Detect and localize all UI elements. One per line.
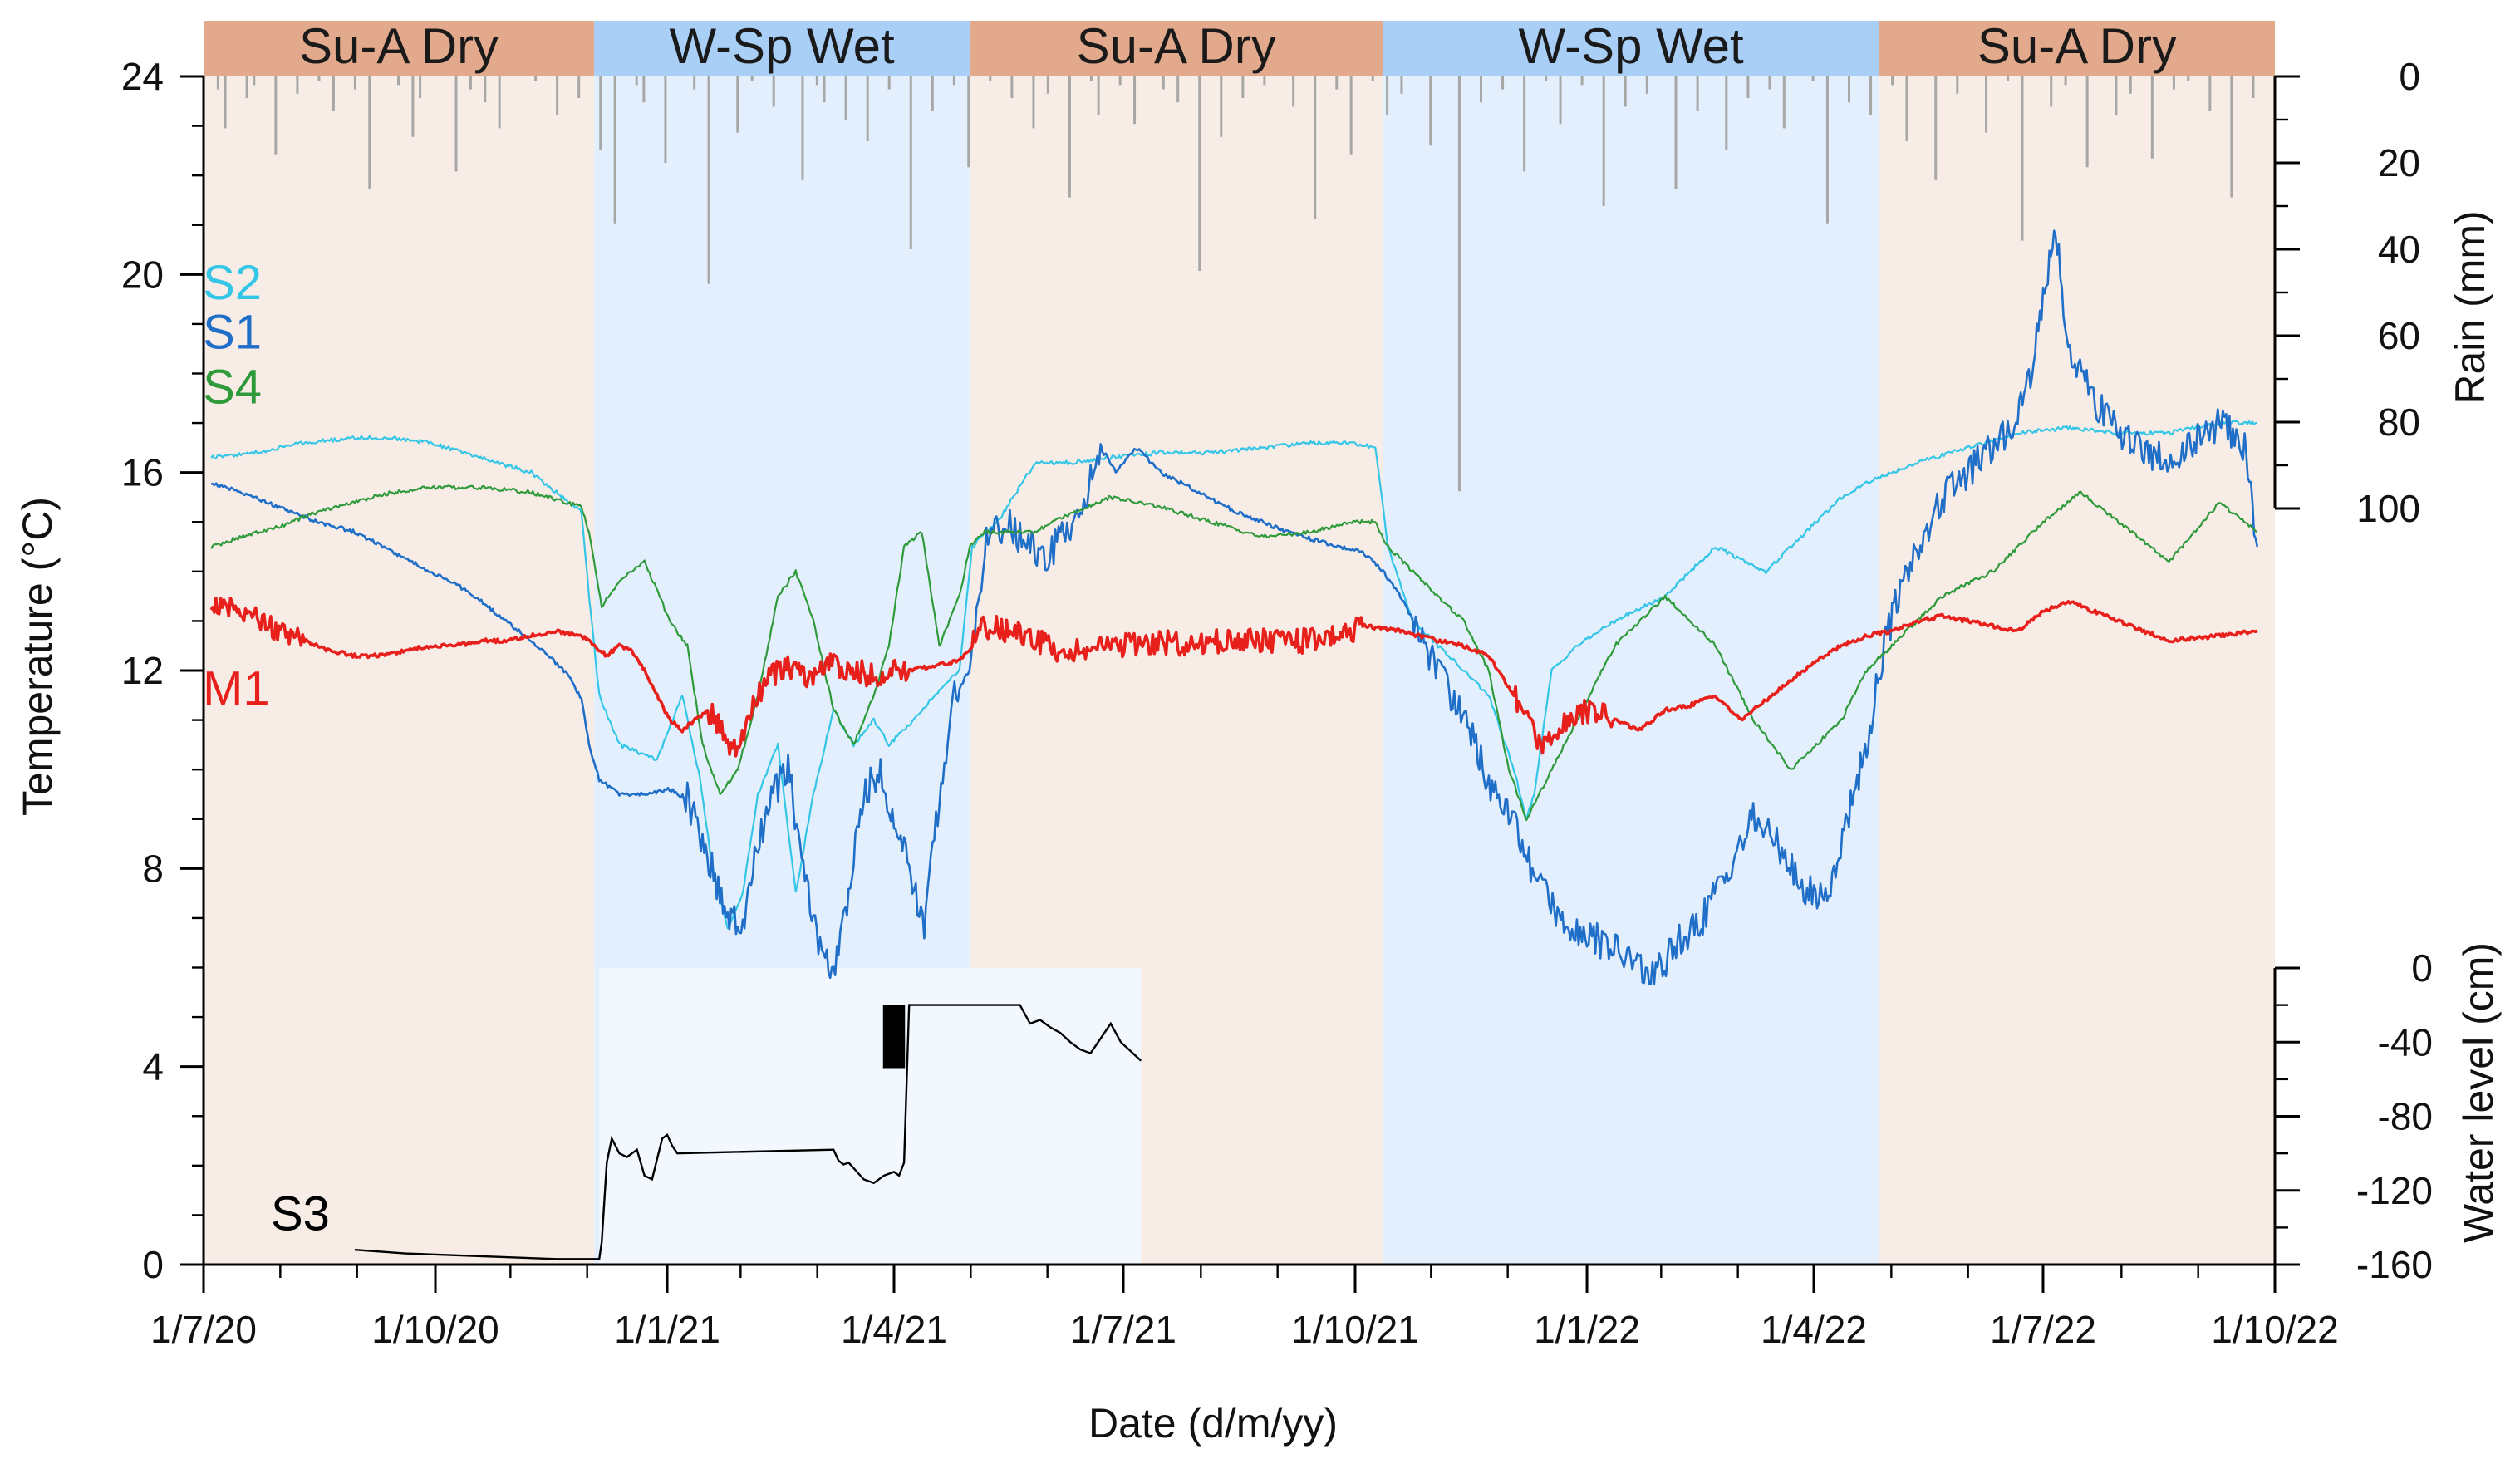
y-tick-label: 20 xyxy=(121,253,164,296)
season-header-0 xyxy=(204,21,595,76)
season-bands xyxy=(204,76,2275,1265)
rain-tick-label: 100 xyxy=(2356,487,2420,530)
rain-tick-label: 20 xyxy=(2378,141,2420,184)
x-tick-label: 1/7/22 xyxy=(1990,1308,2096,1351)
water-level-line xyxy=(354,1004,1142,1260)
series-line-s1 xyxy=(211,229,2259,985)
season-header: Su-A Dry W-Sp Wet Su-A Dry W-Sp Wet Su-A Dry xyxy=(204,18,2275,76)
rain-tick-label: 80 xyxy=(2378,400,2420,444)
x-tick-label: 1/10/20 xyxy=(371,1308,499,1351)
season-label-2: Su-A Dry xyxy=(1077,18,1276,74)
y-axis-title: Temperature (°C) xyxy=(14,497,61,816)
water-level-area xyxy=(599,968,1142,1265)
rain-tick-label: 60 xyxy=(2378,314,2420,357)
x-axis-title: Date (d/m/yy) xyxy=(1088,1400,1338,1447)
x-tick-label: 1/4/22 xyxy=(1761,1308,1867,1351)
season-header-2 xyxy=(969,21,1383,76)
x-tick-label: 1/10/22 xyxy=(2211,1308,2338,1351)
y-tick-label: 4 xyxy=(142,1045,164,1088)
water-tick-label: -80 xyxy=(2378,1095,2433,1138)
y-tick-label: 8 xyxy=(142,847,164,890)
water-tick-label: -120 xyxy=(2356,1169,2433,1212)
season-header-1 xyxy=(594,21,970,76)
rain-bars xyxy=(202,76,2255,492)
season-header-3 xyxy=(1383,21,1879,76)
water-level-line-s3 xyxy=(354,1004,1142,1260)
x-tick-label: 1/7/20 xyxy=(150,1308,257,1351)
series-label-m1: M1 xyxy=(203,662,270,716)
season-band-4 xyxy=(1879,76,2275,1265)
water-tick-label: -160 xyxy=(2356,1243,2433,1286)
series-label-s4: S4 xyxy=(203,360,262,414)
water-level-background xyxy=(599,968,1142,1265)
y-tick-label: 0 xyxy=(142,1243,164,1286)
water-tick-label: -40 xyxy=(2378,1020,2433,1064)
series-line-s2 xyxy=(210,420,2257,930)
axes: 0 4 8 12 16 20 24 1/7/20 1/10/20 1/1/21 1/4/21 1/7/… xyxy=(121,55,2433,1351)
series-label-s3: S3 xyxy=(271,1186,330,1241)
x-tick-label: 1/4/21 xyxy=(841,1308,947,1351)
series-label-s1: S1 xyxy=(203,306,262,360)
series-label-s2: S2 xyxy=(203,256,262,310)
season-band-0 xyxy=(204,76,595,1265)
season-label-1: W-Sp Wet xyxy=(669,18,895,74)
y-tick-label: 16 xyxy=(121,451,164,494)
y-tick-label: 12 xyxy=(121,649,164,692)
season-header-4 xyxy=(1879,21,2275,76)
x-tick-label: 1/1/21 xyxy=(614,1308,720,1351)
season-label-0: Su-A Dry xyxy=(299,18,499,74)
x-tick-label: 1/1/22 xyxy=(1534,1308,1640,1351)
series-lines xyxy=(209,229,2259,985)
rain-axis-title: Rain (mm) xyxy=(2447,210,2493,404)
rain-tick-label: 40 xyxy=(2378,228,2420,271)
rain-tick-label: 0 xyxy=(2399,55,2420,98)
water-axis-title: Water level (cm) xyxy=(2455,942,2502,1243)
season-label-4: Su-A Dry xyxy=(1977,18,2177,74)
x-tick-label: 1/10/21 xyxy=(1291,1308,1418,1351)
y-tick-label: 24 xyxy=(121,55,164,98)
series-line-s4 xyxy=(210,484,2258,822)
season-label-3: W-Sp Wet xyxy=(1519,18,1745,74)
water-tick-label: 0 xyxy=(2411,946,2433,990)
x-tick-label: 1/7/21 xyxy=(1070,1308,1176,1351)
series-line-m1 xyxy=(209,596,2258,758)
